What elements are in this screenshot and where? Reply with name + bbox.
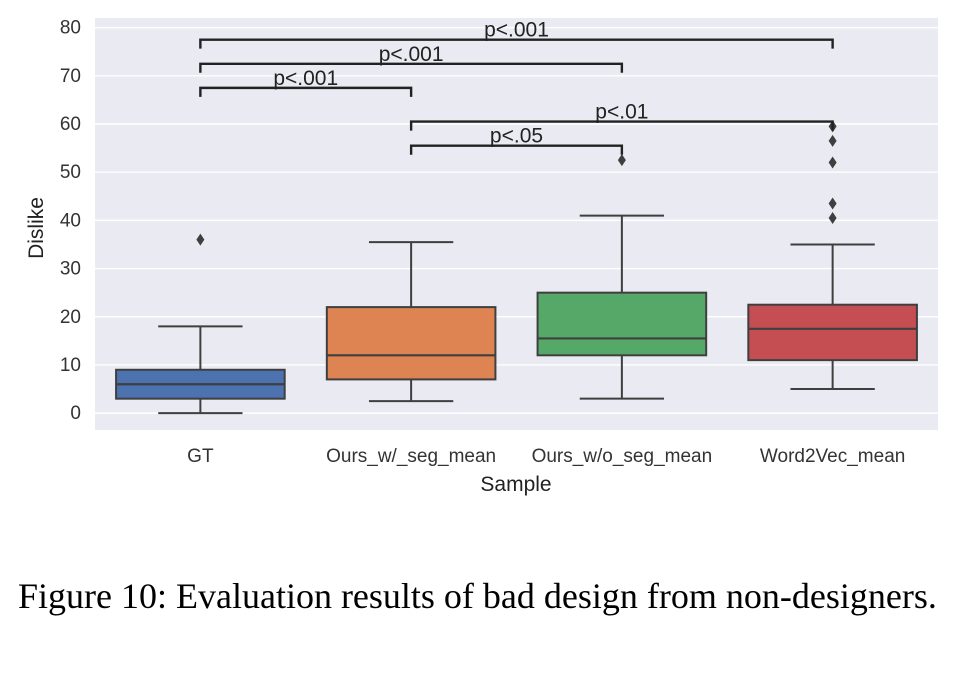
p-value-label: p<.001 — [273, 67, 338, 90]
significance-bracket: p<.05 — [409, 125, 624, 155]
x-tick-label: Ours_w/o_seg_mean — [532, 446, 713, 467]
y-tick-label: 50 — [60, 162, 81, 183]
bracket-line — [199, 38, 834, 49]
y-axis-title: Dislike — [25, 197, 48, 259]
y-tick-label: 30 — [60, 259, 81, 280]
box-1 — [115, 233, 286, 415]
y-tick-label: 10 — [60, 355, 81, 376]
significance-bracket: p<.01 — [409, 101, 834, 131]
p-value-label: p<.001 — [379, 43, 444, 66]
outlier-point — [828, 156, 837, 169]
iqr-box — [536, 291, 708, 357]
y-tick-label: 60 — [60, 114, 81, 135]
outlier-point — [828, 197, 837, 210]
figure-caption: Figure 10: Evaluation results of bad des… — [18, 576, 937, 616]
y-tick-label: 20 — [60, 307, 81, 328]
p-value-label: p<.01 — [595, 101, 648, 124]
p-value-label: p<.001 — [484, 19, 549, 42]
significance-bracket: p<.001 — [199, 67, 413, 97]
iqr-box — [325, 306, 497, 381]
box-3 — [536, 154, 708, 400]
box-2 — [325, 241, 497, 403]
bracket-line — [409, 120, 834, 131]
x-axis-title: Sample — [480, 473, 551, 496]
plot-background — [95, 18, 938, 430]
box-4 — [747, 120, 918, 391]
x-tick-label: Word2Vec_mean — [760, 446, 905, 467]
x-tick-label: Ours_w/_seg_mean — [326, 446, 496, 467]
outlier-point — [196, 233, 205, 246]
outlier-point — [617, 154, 626, 167]
x-tick-label: GT — [187, 446, 214, 467]
y-tick-label: 40 — [60, 210, 81, 231]
box-plot-chart: 0 10 20 30 40 50 60 70 80 p<.001 p<.001 p<.001 p<.0… — [25, 18, 938, 496]
bracket-line — [409, 144, 624, 155]
bracket-line — [199, 62, 624, 73]
y-tick-label: 70 — [60, 66, 81, 87]
p-value-label: p<.05 — [490, 125, 543, 148]
outlier-point — [828, 134, 837, 147]
y-tick-label: 80 — [60, 18, 81, 39]
y-tick-label: 0 — [70, 403, 81, 424]
significance-bracket: p<.001 — [199, 19, 834, 49]
iqr-box — [747, 303, 918, 362]
outlier-point — [828, 211, 837, 224]
significance-bracket: p<.001 — [199, 43, 624, 73]
bracket-line — [199, 86, 413, 97]
